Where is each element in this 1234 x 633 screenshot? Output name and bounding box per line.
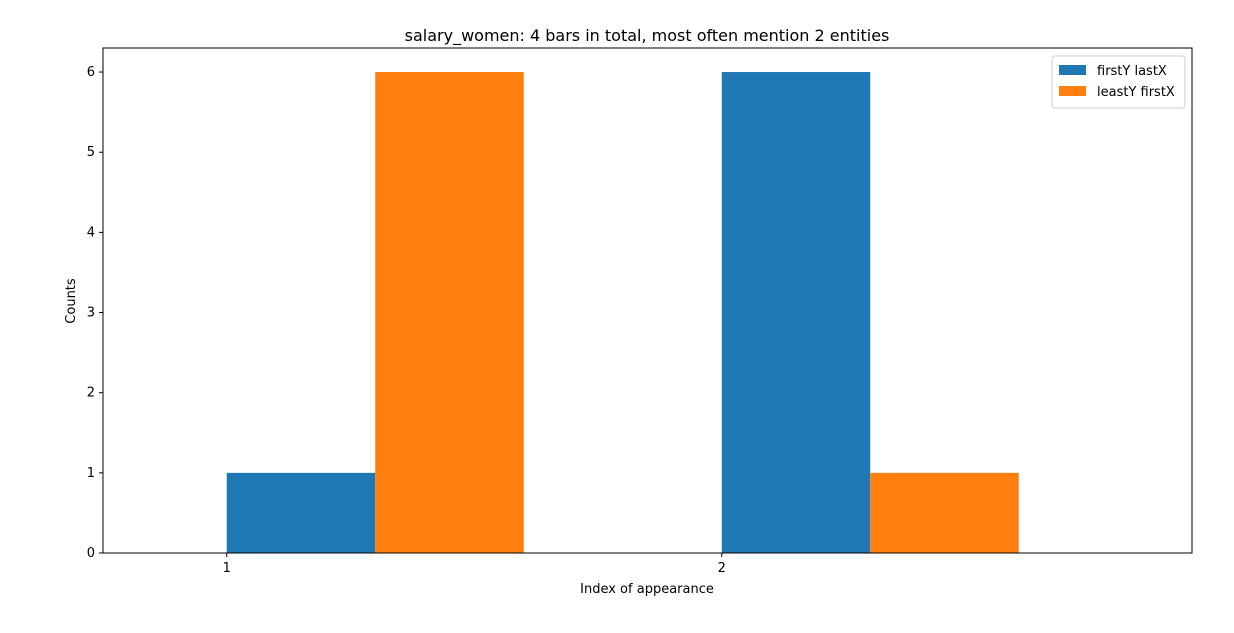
legend-label-firsty-lastx: firstY lastX bbox=[1097, 64, 1167, 79]
bar-leasty-firstx-2 bbox=[870, 472, 1019, 553]
plot-area: 0 1 2 3 4 5 6 1 2 bbox=[87, 47, 1193, 576]
x-tick-label: 2 bbox=[718, 561, 726, 576]
x-tick-label: 1 bbox=[223, 561, 231, 576]
y-tick-label: 3 bbox=[87, 306, 95, 321]
y-tick-label: 1 bbox=[87, 466, 95, 481]
axes-frame bbox=[102, 47, 1193, 554]
y-tick-label: 2 bbox=[87, 386, 95, 401]
y-tick-label: 0 bbox=[87, 546, 95, 561]
y-tick-label: 4 bbox=[87, 225, 95, 240]
bar-firsty-lastx-1 bbox=[226, 472, 376, 553]
chart-title: salary_women: 4 bars in total, most ofte… bbox=[405, 26, 890, 46]
bar-firsty-lastx-2 bbox=[721, 72, 871, 554]
legend-swatch-firsty-lastx bbox=[1059, 65, 1086, 75]
y-axis-label: Counts bbox=[64, 278, 79, 324]
x-axis-label: Index of appearance bbox=[580, 582, 714, 597]
y-tick-label: 5 bbox=[87, 145, 95, 160]
legend-label-leasty-firstx: leastY firstX bbox=[1097, 85, 1175, 100]
y-tick-label: 6 bbox=[87, 65, 95, 80]
legend-swatch-leasty-firstx bbox=[1059, 86, 1086, 96]
legend: firstY lastX leastY firstX bbox=[1051, 55, 1186, 109]
bar-leasty-firstx-1 bbox=[375, 72, 524, 554]
